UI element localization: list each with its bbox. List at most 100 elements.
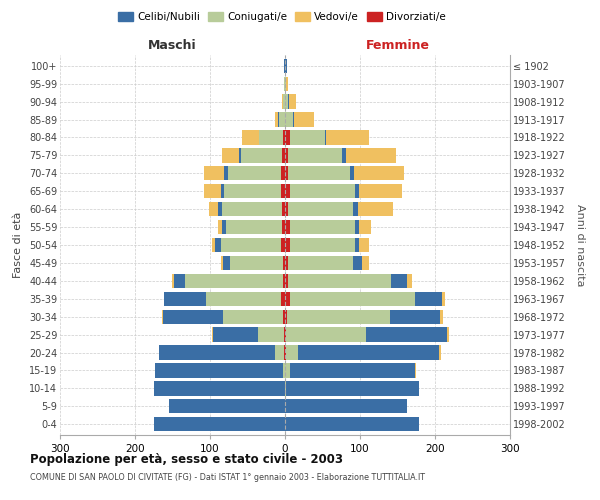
Bar <box>285 238 290 252</box>
Bar <box>362 256 369 270</box>
Bar <box>286 328 366 342</box>
Bar <box>447 328 449 342</box>
Bar <box>298 346 439 360</box>
Text: Femmine: Femmine <box>365 40 430 52</box>
Bar <box>355 220 359 234</box>
Bar <box>283 94 285 109</box>
Bar <box>285 310 287 324</box>
Bar <box>169 399 285 413</box>
Bar <box>288 94 289 109</box>
Bar <box>281 238 285 252</box>
Bar <box>285 220 290 234</box>
Bar <box>442 292 445 306</box>
Bar <box>286 381 419 396</box>
Bar <box>285 328 286 342</box>
Bar <box>223 310 283 324</box>
Bar <box>285 364 290 378</box>
Bar <box>285 202 288 216</box>
Legend: Celibi/Nubili, Coniugati/e, Vedovi/e, Divorziati/e: Celibi/Nubili, Coniugati/e, Vedovi/e, Di… <box>114 8 450 26</box>
Bar <box>283 274 285 288</box>
Bar <box>286 346 298 360</box>
Bar <box>288 202 353 216</box>
Bar <box>218 220 222 234</box>
Bar <box>289 94 296 109</box>
Bar <box>285 274 288 288</box>
Y-axis label: Anni di nascita: Anni di nascita <box>575 204 585 286</box>
Bar <box>283 256 285 270</box>
Bar <box>275 346 284 360</box>
Bar <box>290 364 415 378</box>
Bar <box>163 310 223 324</box>
Bar <box>326 130 369 144</box>
Bar <box>342 148 346 162</box>
Bar <box>282 220 285 234</box>
Bar <box>294 112 314 126</box>
Bar <box>185 274 283 288</box>
Y-axis label: Fasce di età: Fasce di età <box>13 212 23 278</box>
Bar <box>359 184 402 198</box>
Bar <box>172 274 174 288</box>
Bar <box>283 364 285 378</box>
Bar <box>279 112 285 126</box>
Bar <box>284 76 285 91</box>
Bar <box>283 130 285 144</box>
Bar <box>349 166 354 180</box>
Bar <box>221 238 281 252</box>
Bar <box>285 381 286 396</box>
Bar <box>358 202 393 216</box>
Bar <box>155 364 283 378</box>
Bar <box>204 166 224 180</box>
Bar <box>287 310 390 324</box>
Bar <box>285 184 290 198</box>
Bar <box>242 130 259 144</box>
Bar <box>288 148 342 162</box>
Bar <box>288 166 349 180</box>
Bar <box>415 292 442 306</box>
Bar <box>230 256 283 270</box>
Bar <box>278 112 279 126</box>
Bar <box>285 256 288 270</box>
Bar <box>288 274 391 288</box>
Bar <box>222 202 282 216</box>
Bar <box>159 346 275 360</box>
Bar <box>285 166 288 180</box>
Bar <box>163 292 164 306</box>
Bar <box>154 417 285 432</box>
Text: Popolazione per età, sesso e stato civile - 2003: Popolazione per età, sesso e stato civil… <box>30 452 343 466</box>
Bar <box>285 130 290 144</box>
Bar <box>325 130 326 144</box>
Bar <box>290 238 355 252</box>
Bar <box>222 148 239 162</box>
Bar <box>285 292 290 306</box>
Bar <box>223 256 230 270</box>
Text: COMUNE DI SAN PAOLO DI CIVITATE (FG) - Dati ISTAT 1° gennaio 2003 - Elaborazione: COMUNE DI SAN PAOLO DI CIVITATE (FG) - D… <box>30 472 425 482</box>
Bar <box>282 148 285 162</box>
Bar <box>275 112 278 126</box>
Bar <box>209 202 218 216</box>
Bar <box>281 166 285 180</box>
Bar <box>213 328 258 342</box>
Bar <box>285 58 287 73</box>
Bar <box>284 328 285 342</box>
Bar <box>288 256 353 270</box>
Bar <box>284 58 285 73</box>
Bar <box>212 238 215 252</box>
Bar <box>290 130 325 144</box>
Bar <box>222 220 226 234</box>
Bar <box>353 202 358 216</box>
Bar <box>224 166 228 180</box>
Bar <box>205 292 281 306</box>
Bar <box>355 238 359 252</box>
Bar <box>391 274 407 288</box>
Bar <box>154 381 285 396</box>
Bar <box>354 166 404 180</box>
Bar <box>162 310 163 324</box>
Bar <box>285 417 419 432</box>
Bar <box>290 184 355 198</box>
Bar <box>282 94 283 109</box>
Bar <box>359 238 369 252</box>
Text: Maschi: Maschi <box>148 40 197 52</box>
Bar <box>204 184 221 198</box>
Bar <box>285 399 407 413</box>
Bar <box>226 220 282 234</box>
